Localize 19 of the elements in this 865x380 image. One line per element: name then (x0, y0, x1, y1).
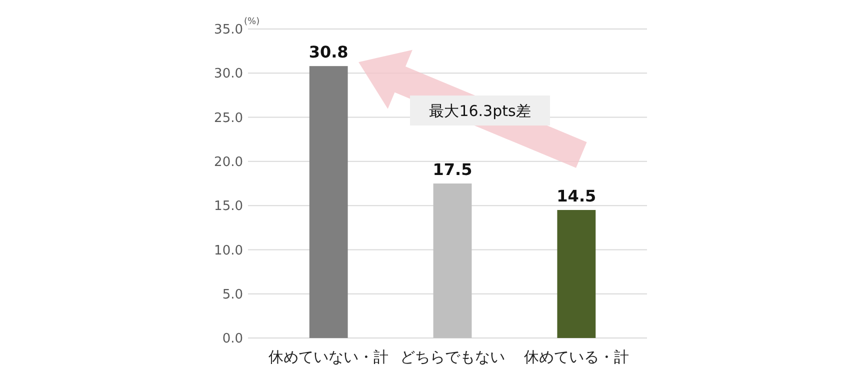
y-tick-label: 35.0 (214, 22, 243, 38)
bar (309, 66, 348, 338)
y-tick-label: 0.0 (222, 332, 243, 347)
y-tick-label: 5.0 (222, 287, 243, 302)
data-label: 30.8 (308, 42, 348, 62)
x-tick-label: どちらでもない (400, 348, 505, 366)
x-tick-label: 休めている・計 (524, 348, 629, 366)
data-label: 17.5 (432, 160, 472, 180)
y-tick-label: 30.0 (214, 66, 243, 82)
y-tick-label: 20.0 (214, 154, 243, 170)
bar (557, 210, 596, 338)
y-tick-label: 25.0 (214, 110, 243, 126)
bar (433, 184, 472, 338)
annotation: 最大16.3pts差 (429, 102, 531, 120)
y-tick-label: 10.0 (214, 243, 243, 258)
data-label: 14.5 (556, 186, 596, 206)
y-tick-label: 15.0 (214, 199, 243, 214)
y-axis-title: (%) (244, 17, 260, 27)
x-tick-label: 休めていない・計 (268, 348, 389, 366)
